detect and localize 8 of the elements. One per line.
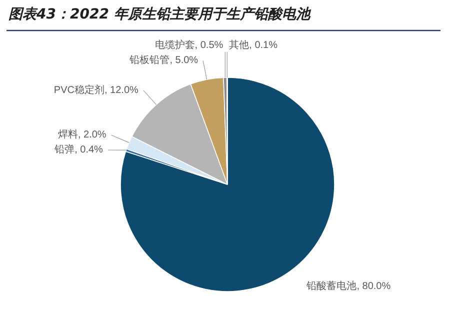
slice-label: PVC稳定剂, 12.0% (54, 84, 139, 96)
slice-label: 铅酸蓄电池, 80.0% (306, 280, 391, 292)
slice-label: 其他, 0.1% (229, 38, 278, 51)
slice-label: 铅弹, 0.4% (54, 144, 104, 156)
chart-title: 图表43：2022 年原生铅主要用于生产铅酸电池 (8, 6, 312, 22)
slice-label: 铅板铅管, 5.0% (128, 54, 198, 66)
slice-label: 焊料, 2.0% (58, 128, 106, 141)
slice-label: 电缆护套, 0.5% (154, 38, 224, 51)
